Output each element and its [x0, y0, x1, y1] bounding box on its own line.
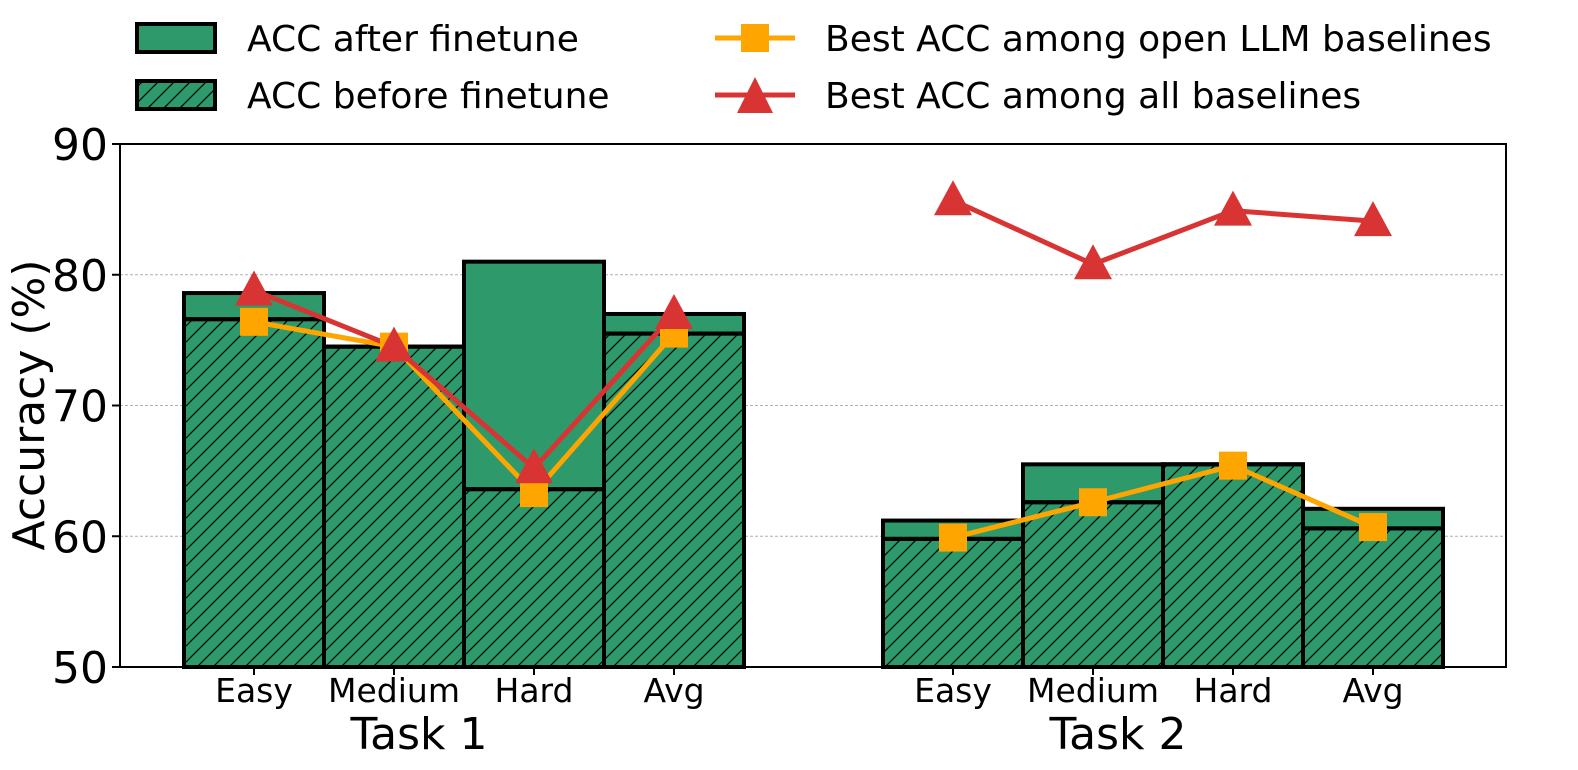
marker-all-baselines [375, 326, 413, 362]
category-label: Medium [1027, 671, 1159, 710]
marker-all-baselines [235, 270, 273, 306]
category-label: Hard [495, 671, 574, 710]
y-tick-label: 80 [52, 251, 108, 302]
line-open-llm [253, 319, 676, 497]
marker-all-baselines [1214, 190, 1252, 226]
category-label: Avg [643, 671, 704, 710]
marker-open-llm [1359, 513, 1387, 542]
bar-before-hatch [1301, 526, 1445, 670]
y-tick-label: 70 [52, 382, 108, 433]
y-axis-title: Accuracy (%) [4, 259, 55, 550]
legend-item-after: ACC after finetune [135, 19, 579, 60]
legend-label-all: Best ACC among all baselines [825, 76, 1361, 117]
legend-label-after: ACC after finetune [247, 19, 579, 60]
marker-open-llm [1079, 488, 1107, 517]
marker-open-llm [520, 479, 548, 508]
legend-marker-open-llm [741, 24, 769, 52]
marker-open-llm [240, 307, 268, 336]
marker-all-baselines [934, 180, 972, 216]
category-label: Hard [1194, 671, 1273, 710]
series-markers [235, 180, 1392, 552]
marker-all-baselines [655, 293, 693, 329]
legend-label-before: ACC before finetune [247, 76, 610, 117]
marker-all-baselines [1354, 201, 1392, 237]
legend-item-all: Best ACC among all baselines [715, 76, 1361, 117]
marker-all-baselines [515, 448, 553, 484]
legend-item-before: ACC before finetune [135, 76, 610, 117]
legend-swatch-before-hatch [135, 79, 217, 111]
legend-item-open-llm: Best ACC among open LLM baselines [715, 19, 1492, 60]
bar-before-hatch [881, 536, 1025, 669]
line-all-baselines [253, 288, 676, 472]
legend-label-open-llm: Best ACC among open LLM baselines [825, 19, 1492, 60]
y-tick-label: 90 [52, 120, 108, 171]
y-axis: 50 60 70 80 90 [52, 120, 120, 694]
x-axis: Easy Medium Hard Avg Task 1 Easy Medium Hard Avg… [215, 667, 1404, 760]
y-tick-label: 50 [52, 643, 108, 694]
line-open-llm [952, 463, 1375, 540]
legend: ACC after finetune ACC before finetune B… [135, 19, 1492, 117]
group-label: Task 2 [1049, 709, 1187, 760]
marker-all-baselines [1074, 244, 1112, 280]
category-label: Medium [328, 671, 460, 710]
y-tick-label: 60 [52, 512, 108, 563]
bar-before-hatch [182, 317, 326, 669]
legend-swatch-after [135, 22, 217, 54]
bar-before-hatch [1161, 462, 1305, 669]
marker-open-llm [939, 523, 967, 552]
bar-before-hatch [602, 331, 746, 669]
bar-before-hatch [462, 487, 606, 669]
marker-open-llm [1219, 451, 1247, 480]
bar-before-hatch [1021, 500, 1165, 669]
series-lines [253, 197, 1375, 540]
category-label: Easy [914, 671, 992, 710]
category-label: Avg [1342, 671, 1403, 710]
line-all-baselines [951, 197, 1374, 267]
bar-before-hatch [322, 344, 466, 669]
legend-marker-all [737, 77, 773, 113]
bars [182, 259, 1445, 670]
group-label: Task 1 [350, 709, 488, 760]
category-label: Easy [215, 671, 293, 710]
